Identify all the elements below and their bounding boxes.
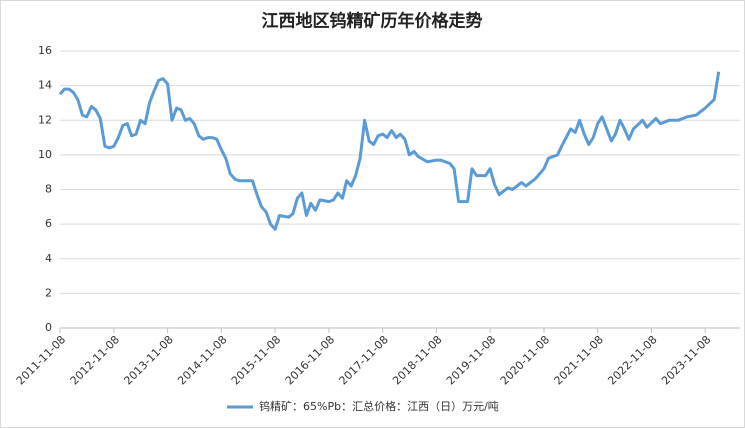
y-tick-label: 12 xyxy=(38,113,52,126)
y-tick-label: 14 xyxy=(38,79,52,92)
data-line xyxy=(58,71,721,231)
y-tick-label: 10 xyxy=(38,148,52,161)
y-tick-label: 4 xyxy=(45,252,52,265)
y-tick-label: 0 xyxy=(45,321,52,334)
y-tick-label: 16 xyxy=(38,44,52,57)
legend-label: 钨精矿：65%Pb：汇总价格：江西（日）万元/吨 xyxy=(259,399,499,413)
y-tick-label: 8 xyxy=(45,183,52,196)
y-tick-label: 6 xyxy=(45,217,52,230)
y-tick-label: 2 xyxy=(45,286,52,299)
chart-title: 江西地区钨精矿历年价格走势 xyxy=(262,11,483,32)
